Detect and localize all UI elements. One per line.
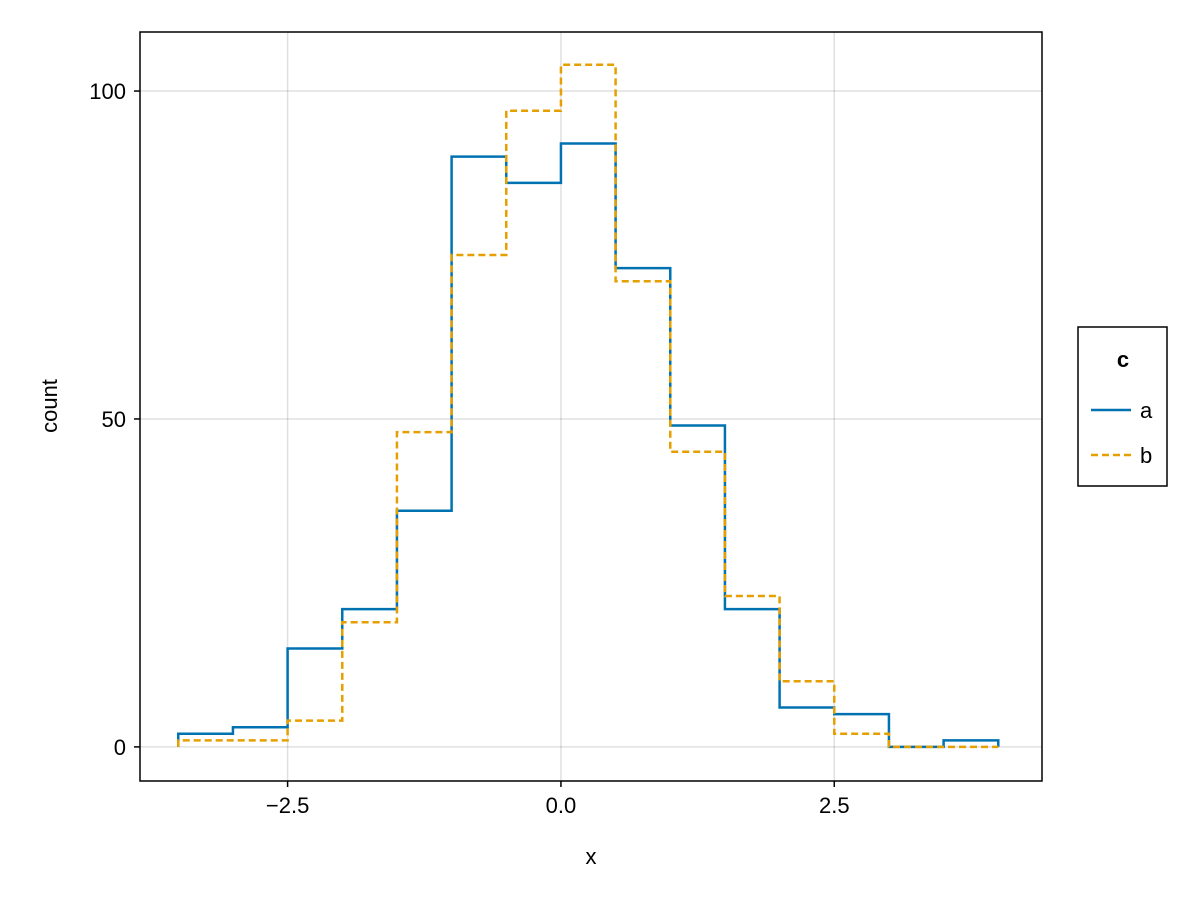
series-line-b xyxy=(177,63,999,749)
legend: c a b xyxy=(1077,326,1168,487)
legend-box xyxy=(1077,326,1168,487)
legend-title: c xyxy=(1117,347,1129,372)
x-tick-label: −2.5 xyxy=(266,793,309,818)
tick-layer: −2.5 0.0 2.5 0 50 100 xyxy=(89,79,849,818)
x-axis-title: x xyxy=(586,844,597,869)
y-tick-label: 100 xyxy=(89,79,126,104)
x-tick-label: 0.0 xyxy=(546,793,577,818)
plot-frame xyxy=(139,31,1043,782)
y-tick-label: 50 xyxy=(102,407,126,432)
x-tick-label: 2.5 xyxy=(819,793,850,818)
legend-label-b: b xyxy=(1140,443,1152,468)
legend-label-a: a xyxy=(1140,398,1153,423)
series-layer xyxy=(177,63,1000,749)
y-tick-label: 0 xyxy=(114,735,126,760)
y-axis-title: count xyxy=(37,379,62,433)
series-line-a xyxy=(177,142,1000,749)
